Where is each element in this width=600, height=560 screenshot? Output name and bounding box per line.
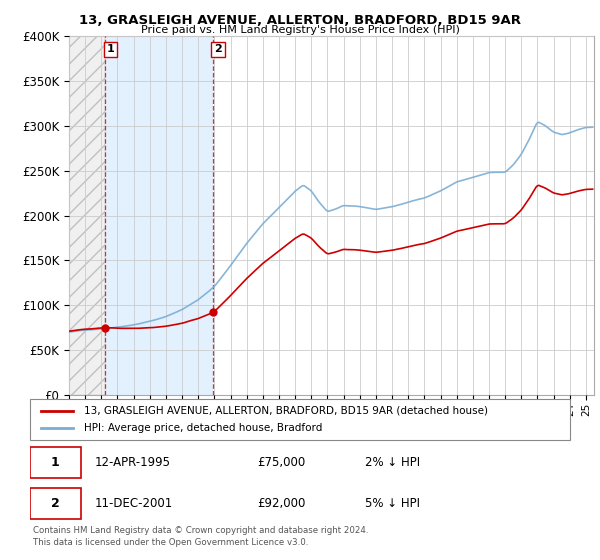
Text: 2% ↓ HPI: 2% ↓ HPI xyxy=(365,456,420,469)
Text: Contains HM Land Registry data © Crown copyright and database right 2024.
This d: Contains HM Land Registry data © Crown c… xyxy=(33,526,368,547)
Bar xyxy=(69,36,106,395)
Text: 13, GRASLEIGH AVENUE, ALLERTON, BRADFORD, BD15 9AR: 13, GRASLEIGH AVENUE, ALLERTON, BRADFORD… xyxy=(79,14,521,27)
Text: £92,000: £92,000 xyxy=(257,497,305,510)
Text: Price paid vs. HM Land Registry's House Price Index (HPI): Price paid vs. HM Land Registry's House … xyxy=(140,25,460,35)
FancyBboxPatch shape xyxy=(30,488,82,519)
Text: 12-APR-1995: 12-APR-1995 xyxy=(95,456,171,469)
Text: 13, GRASLEIGH AVENUE, ALLERTON, BRADFORD, BD15 9AR (detached house): 13, GRASLEIGH AVENUE, ALLERTON, BRADFORD… xyxy=(84,405,488,416)
Text: 1: 1 xyxy=(106,44,114,54)
FancyBboxPatch shape xyxy=(30,447,82,478)
Bar xyxy=(106,36,213,395)
Text: £75,000: £75,000 xyxy=(257,456,305,469)
FancyBboxPatch shape xyxy=(30,399,570,440)
Text: HPI: Average price, detached house, Bradford: HPI: Average price, detached house, Brad… xyxy=(84,423,322,433)
Text: 2: 2 xyxy=(214,44,222,54)
Text: 11-DEC-2001: 11-DEC-2001 xyxy=(95,497,173,510)
Bar xyxy=(213,36,594,395)
Text: 1: 1 xyxy=(51,456,60,469)
Text: 2: 2 xyxy=(51,497,60,510)
Text: 5% ↓ HPI: 5% ↓ HPI xyxy=(365,497,420,510)
